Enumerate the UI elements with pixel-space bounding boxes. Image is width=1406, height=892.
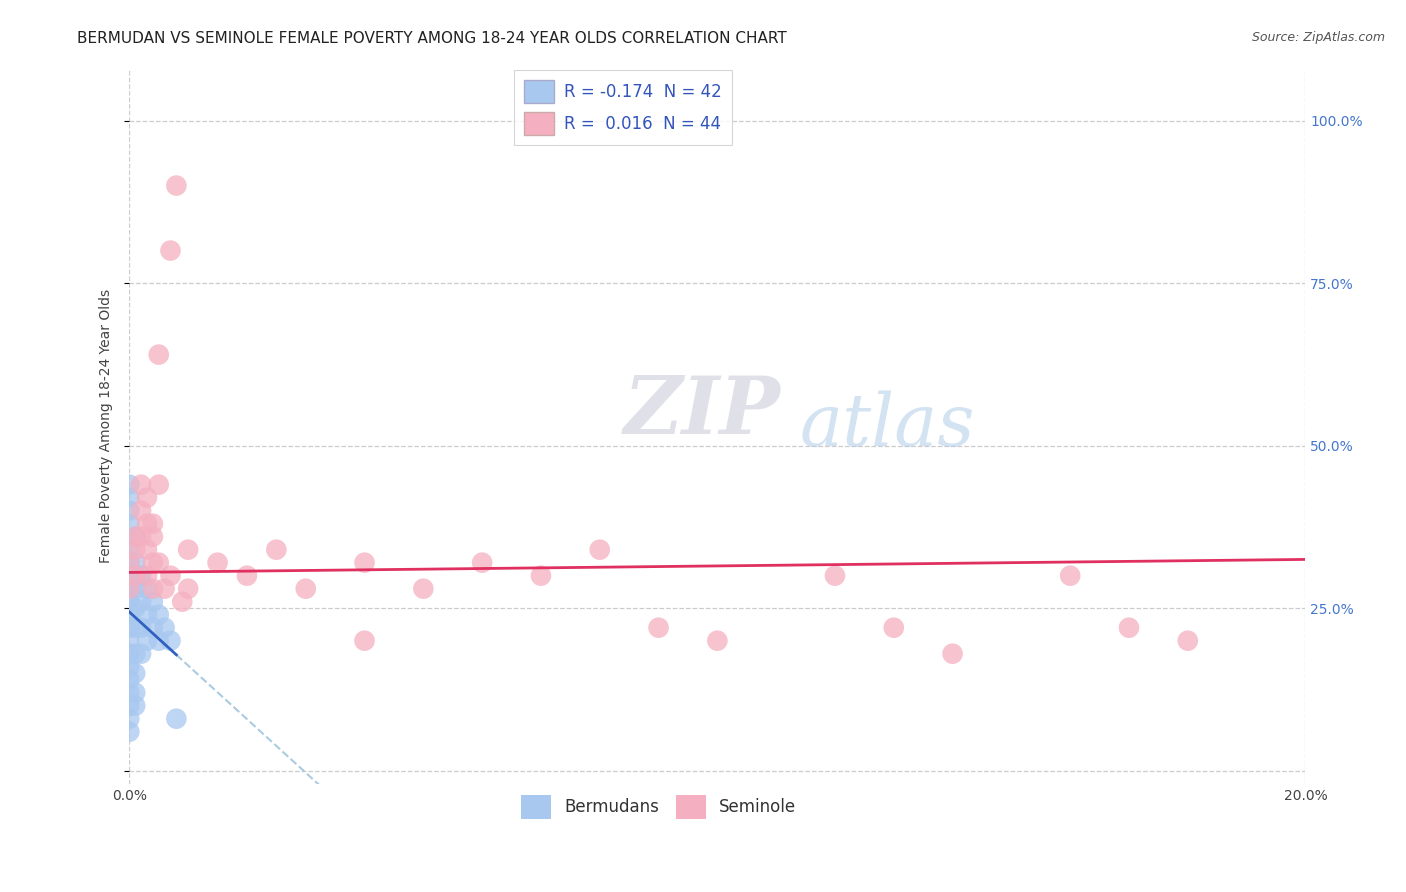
Point bbox=[148, 477, 170, 491]
Point bbox=[129, 595, 152, 609]
Point bbox=[159, 568, 181, 582]
Point bbox=[142, 516, 165, 531]
Point bbox=[129, 503, 152, 517]
Point bbox=[118, 724, 141, 739]
Point bbox=[124, 530, 146, 544]
Point bbox=[142, 530, 165, 544]
Point bbox=[118, 503, 141, 517]
Text: atlas: atlas bbox=[800, 391, 976, 461]
Point bbox=[124, 542, 146, 557]
Point bbox=[124, 647, 146, 661]
Point bbox=[236, 568, 259, 582]
Point bbox=[207, 556, 229, 570]
Point bbox=[136, 491, 159, 505]
Point bbox=[412, 582, 434, 596]
Point bbox=[177, 582, 200, 596]
Point bbox=[136, 582, 159, 596]
Point bbox=[129, 621, 152, 635]
Point bbox=[118, 491, 141, 505]
Point bbox=[136, 516, 159, 531]
Point bbox=[647, 621, 669, 635]
Point bbox=[118, 595, 141, 609]
Point bbox=[136, 568, 159, 582]
Point bbox=[118, 516, 141, 531]
Point bbox=[136, 607, 159, 622]
Point bbox=[148, 607, 170, 622]
Point bbox=[706, 633, 728, 648]
Point bbox=[124, 666, 146, 681]
Point bbox=[153, 582, 176, 596]
Point bbox=[124, 556, 146, 570]
Point bbox=[129, 530, 152, 544]
Point bbox=[118, 621, 141, 635]
Point bbox=[129, 647, 152, 661]
Point bbox=[266, 542, 288, 557]
Point bbox=[118, 712, 141, 726]
Point bbox=[165, 712, 187, 726]
Point bbox=[530, 568, 553, 582]
Point bbox=[118, 556, 141, 570]
Point bbox=[118, 477, 141, 491]
Point bbox=[942, 647, 965, 661]
Point bbox=[294, 582, 316, 596]
Point bbox=[118, 686, 141, 700]
Point bbox=[118, 673, 141, 687]
Point bbox=[883, 621, 905, 635]
Point bbox=[124, 601, 146, 615]
Point bbox=[124, 698, 146, 713]
Point bbox=[124, 582, 146, 596]
Point bbox=[129, 477, 152, 491]
Point bbox=[118, 647, 141, 661]
Point bbox=[159, 633, 181, 648]
Point bbox=[159, 244, 181, 258]
Point bbox=[118, 659, 141, 673]
Point bbox=[118, 698, 141, 713]
Point bbox=[153, 621, 176, 635]
Point bbox=[118, 633, 141, 648]
Point bbox=[148, 556, 170, 570]
Point bbox=[136, 633, 159, 648]
Point bbox=[142, 595, 165, 609]
Point bbox=[124, 686, 146, 700]
Point bbox=[172, 595, 194, 609]
Point bbox=[118, 568, 141, 582]
Point bbox=[118, 556, 141, 570]
Point bbox=[148, 633, 170, 648]
Point bbox=[118, 542, 141, 557]
Text: BERMUDAN VS SEMINOLE FEMALE POVERTY AMONG 18-24 YEAR OLDS CORRELATION CHART: BERMUDAN VS SEMINOLE FEMALE POVERTY AMON… bbox=[77, 31, 787, 46]
Y-axis label: Female Poverty Among 18-24 Year Olds: Female Poverty Among 18-24 Year Olds bbox=[100, 289, 114, 563]
Text: Source: ZipAtlas.com: Source: ZipAtlas.com bbox=[1251, 31, 1385, 45]
Point bbox=[124, 530, 146, 544]
Point bbox=[118, 582, 141, 596]
Point bbox=[589, 542, 612, 557]
Legend: Bermudans, Seminole: Bermudans, Seminole bbox=[515, 789, 803, 825]
Point bbox=[1177, 633, 1199, 648]
Point bbox=[824, 568, 846, 582]
Point bbox=[165, 178, 187, 193]
Point bbox=[136, 542, 159, 557]
Point bbox=[1059, 568, 1081, 582]
Point bbox=[1118, 621, 1140, 635]
Point bbox=[142, 582, 165, 596]
Point bbox=[142, 621, 165, 635]
Point bbox=[124, 568, 146, 582]
Point bbox=[118, 607, 141, 622]
Point bbox=[353, 633, 375, 648]
Point bbox=[148, 348, 170, 362]
Point bbox=[118, 582, 141, 596]
Point bbox=[142, 556, 165, 570]
Point bbox=[129, 568, 152, 582]
Point bbox=[124, 621, 146, 635]
Point bbox=[177, 542, 200, 557]
Point bbox=[353, 556, 375, 570]
Text: ZIP: ZIP bbox=[623, 373, 780, 450]
Point bbox=[471, 556, 494, 570]
